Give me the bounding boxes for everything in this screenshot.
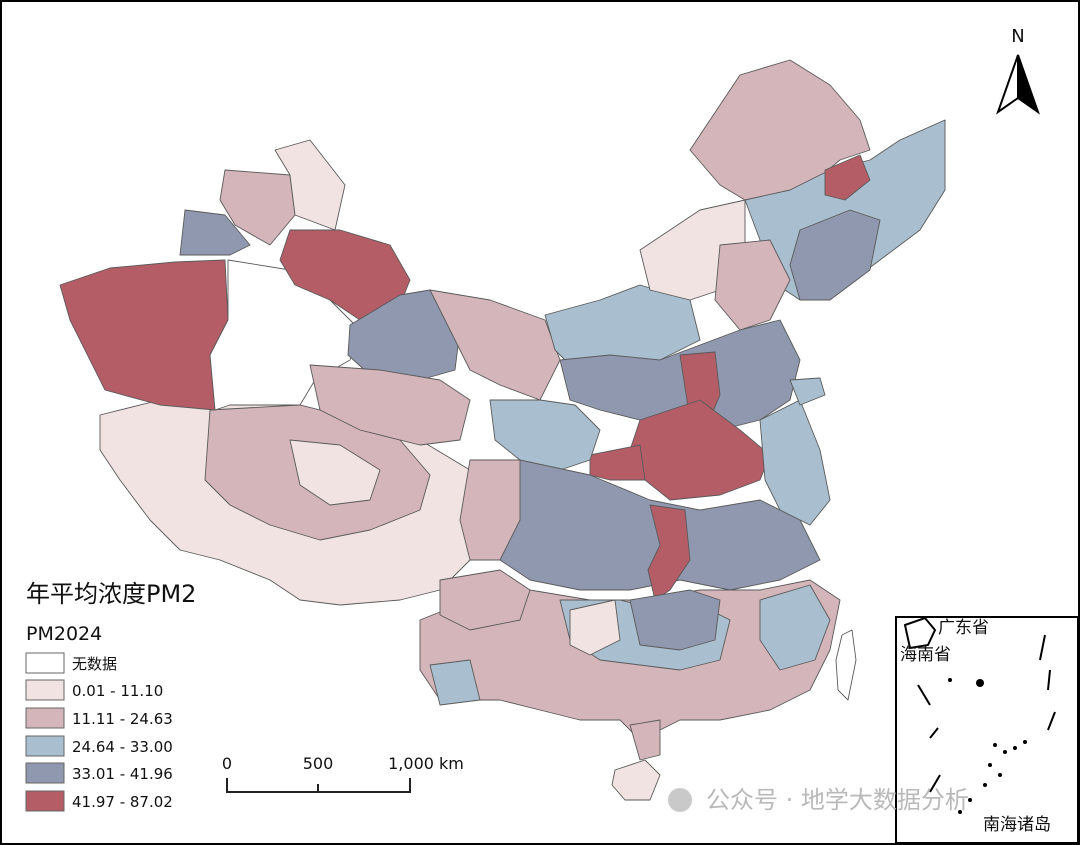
- inset-dashed-line: [917, 634, 1056, 793]
- region-altay: [274, 139, 346, 231]
- region-guizhou-low: [569, 599, 621, 656]
- inset-label-nanhai: 南海诸岛: [983, 815, 1051, 835]
- legend-swatch-5: [25, 790, 65, 812]
- legend-label-1: 0.01 - 11.10: [72, 682, 163, 700]
- china-regions: [59, 59, 946, 801]
- region-qinghai-east: [289, 439, 381, 506]
- region-tacheng: [179, 209, 251, 256]
- region-shandong-tip: [789, 377, 826, 406]
- inset-label-hainan: 海南省: [900, 645, 951, 665]
- region-taiwan: [835, 629, 857, 701]
- legend-label-4: 33.01 - 41.96: [72, 765, 173, 783]
- watermark: 公众号 · 地学大数据分析: [668, 786, 969, 814]
- region-qinghai-north: [309, 364, 471, 446]
- inset-frame: [895, 616, 1079, 844]
- scale-bar-line: [226, 778, 411, 793]
- north-label: N: [1011, 26, 1024, 47]
- region-harbin: [824, 154, 871, 201]
- inset-islands: [948, 678, 1027, 814]
- region-hunan-core: [629, 589, 721, 651]
- legend-label-0: 无数据: [72, 655, 117, 673]
- scale-tick-0: 0: [222, 754, 232, 773]
- legend-swatch-3: [25, 735, 65, 757]
- region-sichuan-w: [459, 459, 521, 561]
- region-yunnan: [439, 569, 531, 631]
- north-arrow: N: [996, 26, 1040, 115]
- watermark-text: 公众号 · 地学大数据分析: [706, 786, 969, 814]
- region-shaanxi-core: [589, 444, 646, 481]
- legend: 年平均浓度PM2 PM2024 无数据 0.01 - 11.10 11.11 -…: [25, 580, 196, 812]
- north-arrow-right-icon: [1017, 54, 1040, 115]
- legend-swatch-2: [25, 707, 65, 729]
- scale-tick-2: 1,000 km: [388, 754, 464, 773]
- north-arrow-left-icon: [996, 54, 1019, 115]
- region-hainan: [611, 759, 661, 801]
- legend-label-3: 24.64 - 33.00: [72, 738, 173, 756]
- region-gansu-west: [347, 289, 461, 381]
- wechat-icon: [668, 788, 692, 812]
- legend-label-5: 41.97 - 87.02: [72, 793, 173, 811]
- region-shaanxi-w: [489, 399, 601, 471]
- region-leizhou: [629, 719, 661, 761]
- legend-subtitle: PM2024: [26, 623, 102, 645]
- legend-label-2: 11.11 - 24.63: [72, 710, 173, 728]
- region-heilongjiang-n: [689, 59, 871, 201]
- inset-guangdong-coast: [903, 616, 937, 650]
- region-xinjiang-sw: [59, 259, 229, 411]
- region-jiangsu: [759, 399, 831, 526]
- legend-title: 年平均浓度PM2: [26, 580, 196, 608]
- inset-label-guangdong: 广东省: [938, 618, 989, 638]
- scale-tick-1: 500: [303, 754, 334, 773]
- legend-swatch-1: [25, 679, 65, 701]
- legend-swatch-4: [25, 762, 65, 784]
- south-china-sea-inset: 广东省 海南省 南海诸岛: [895, 616, 1079, 844]
- scale-bar: 0 500 1,000 km: [222, 754, 464, 793]
- region-fujian: [759, 584, 831, 671]
- region-jilin: [789, 209, 881, 301]
- legend-swatch-0: [25, 652, 65, 674]
- region-yunnan-w: [429, 659, 481, 706]
- region-liaoning-w: [714, 239, 791, 331]
- region-north-china: [559, 319, 801, 431]
